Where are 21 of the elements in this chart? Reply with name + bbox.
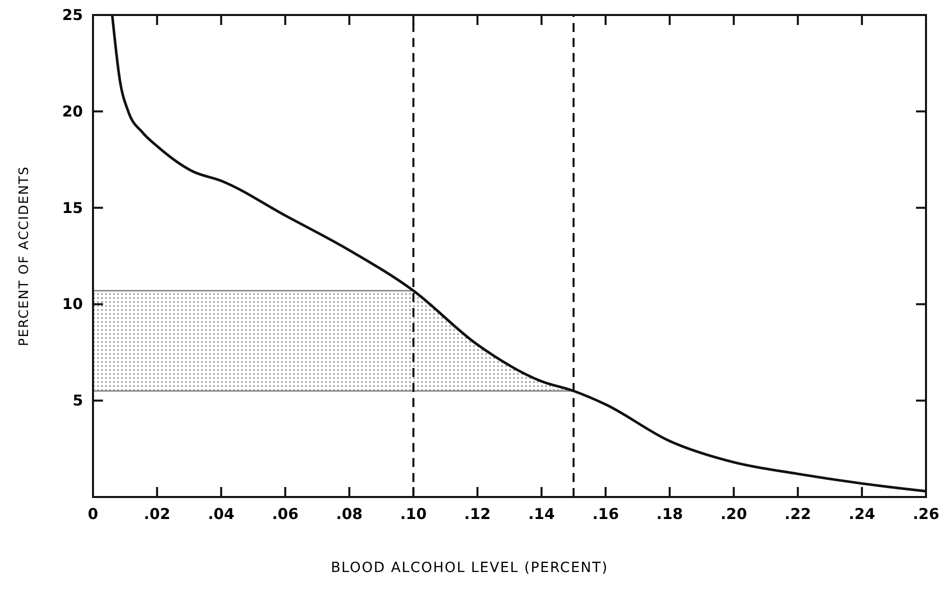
x-tick-label: .22 [784,505,812,523]
x-tick-label: .18 [656,505,683,523]
x-tick-label: .24 [848,505,876,523]
x-tick-label: .02 [144,505,170,523]
x-tick-label: .12 [464,505,491,523]
y-tick-label: 15 [62,198,83,217]
y-tick-label: 5 [72,392,83,410]
y-tick-label: 25 [62,6,83,24]
x-tick-label: .14 [528,505,555,523]
x-tick-label: .20 [720,505,748,523]
x-tick-label: .04 [208,505,234,523]
x-tick-label: .06 [272,505,299,523]
y-axis-title: PERCENT OF ACCIDENTS [17,166,32,346]
x-axis-title: BLOOD ALCOHOL LEVEL (PERCENT) [330,560,608,576]
y-tick-label: 10 [62,295,83,314]
x-tick-label: .26 [912,505,940,523]
x-tick-label: .08 [336,505,363,523]
x-tick-label: .10 [400,505,427,523]
y-tick-label: 20 [62,102,83,120]
x-tick-label: 0 [88,505,98,523]
x-tick-label: .16 [592,505,619,523]
